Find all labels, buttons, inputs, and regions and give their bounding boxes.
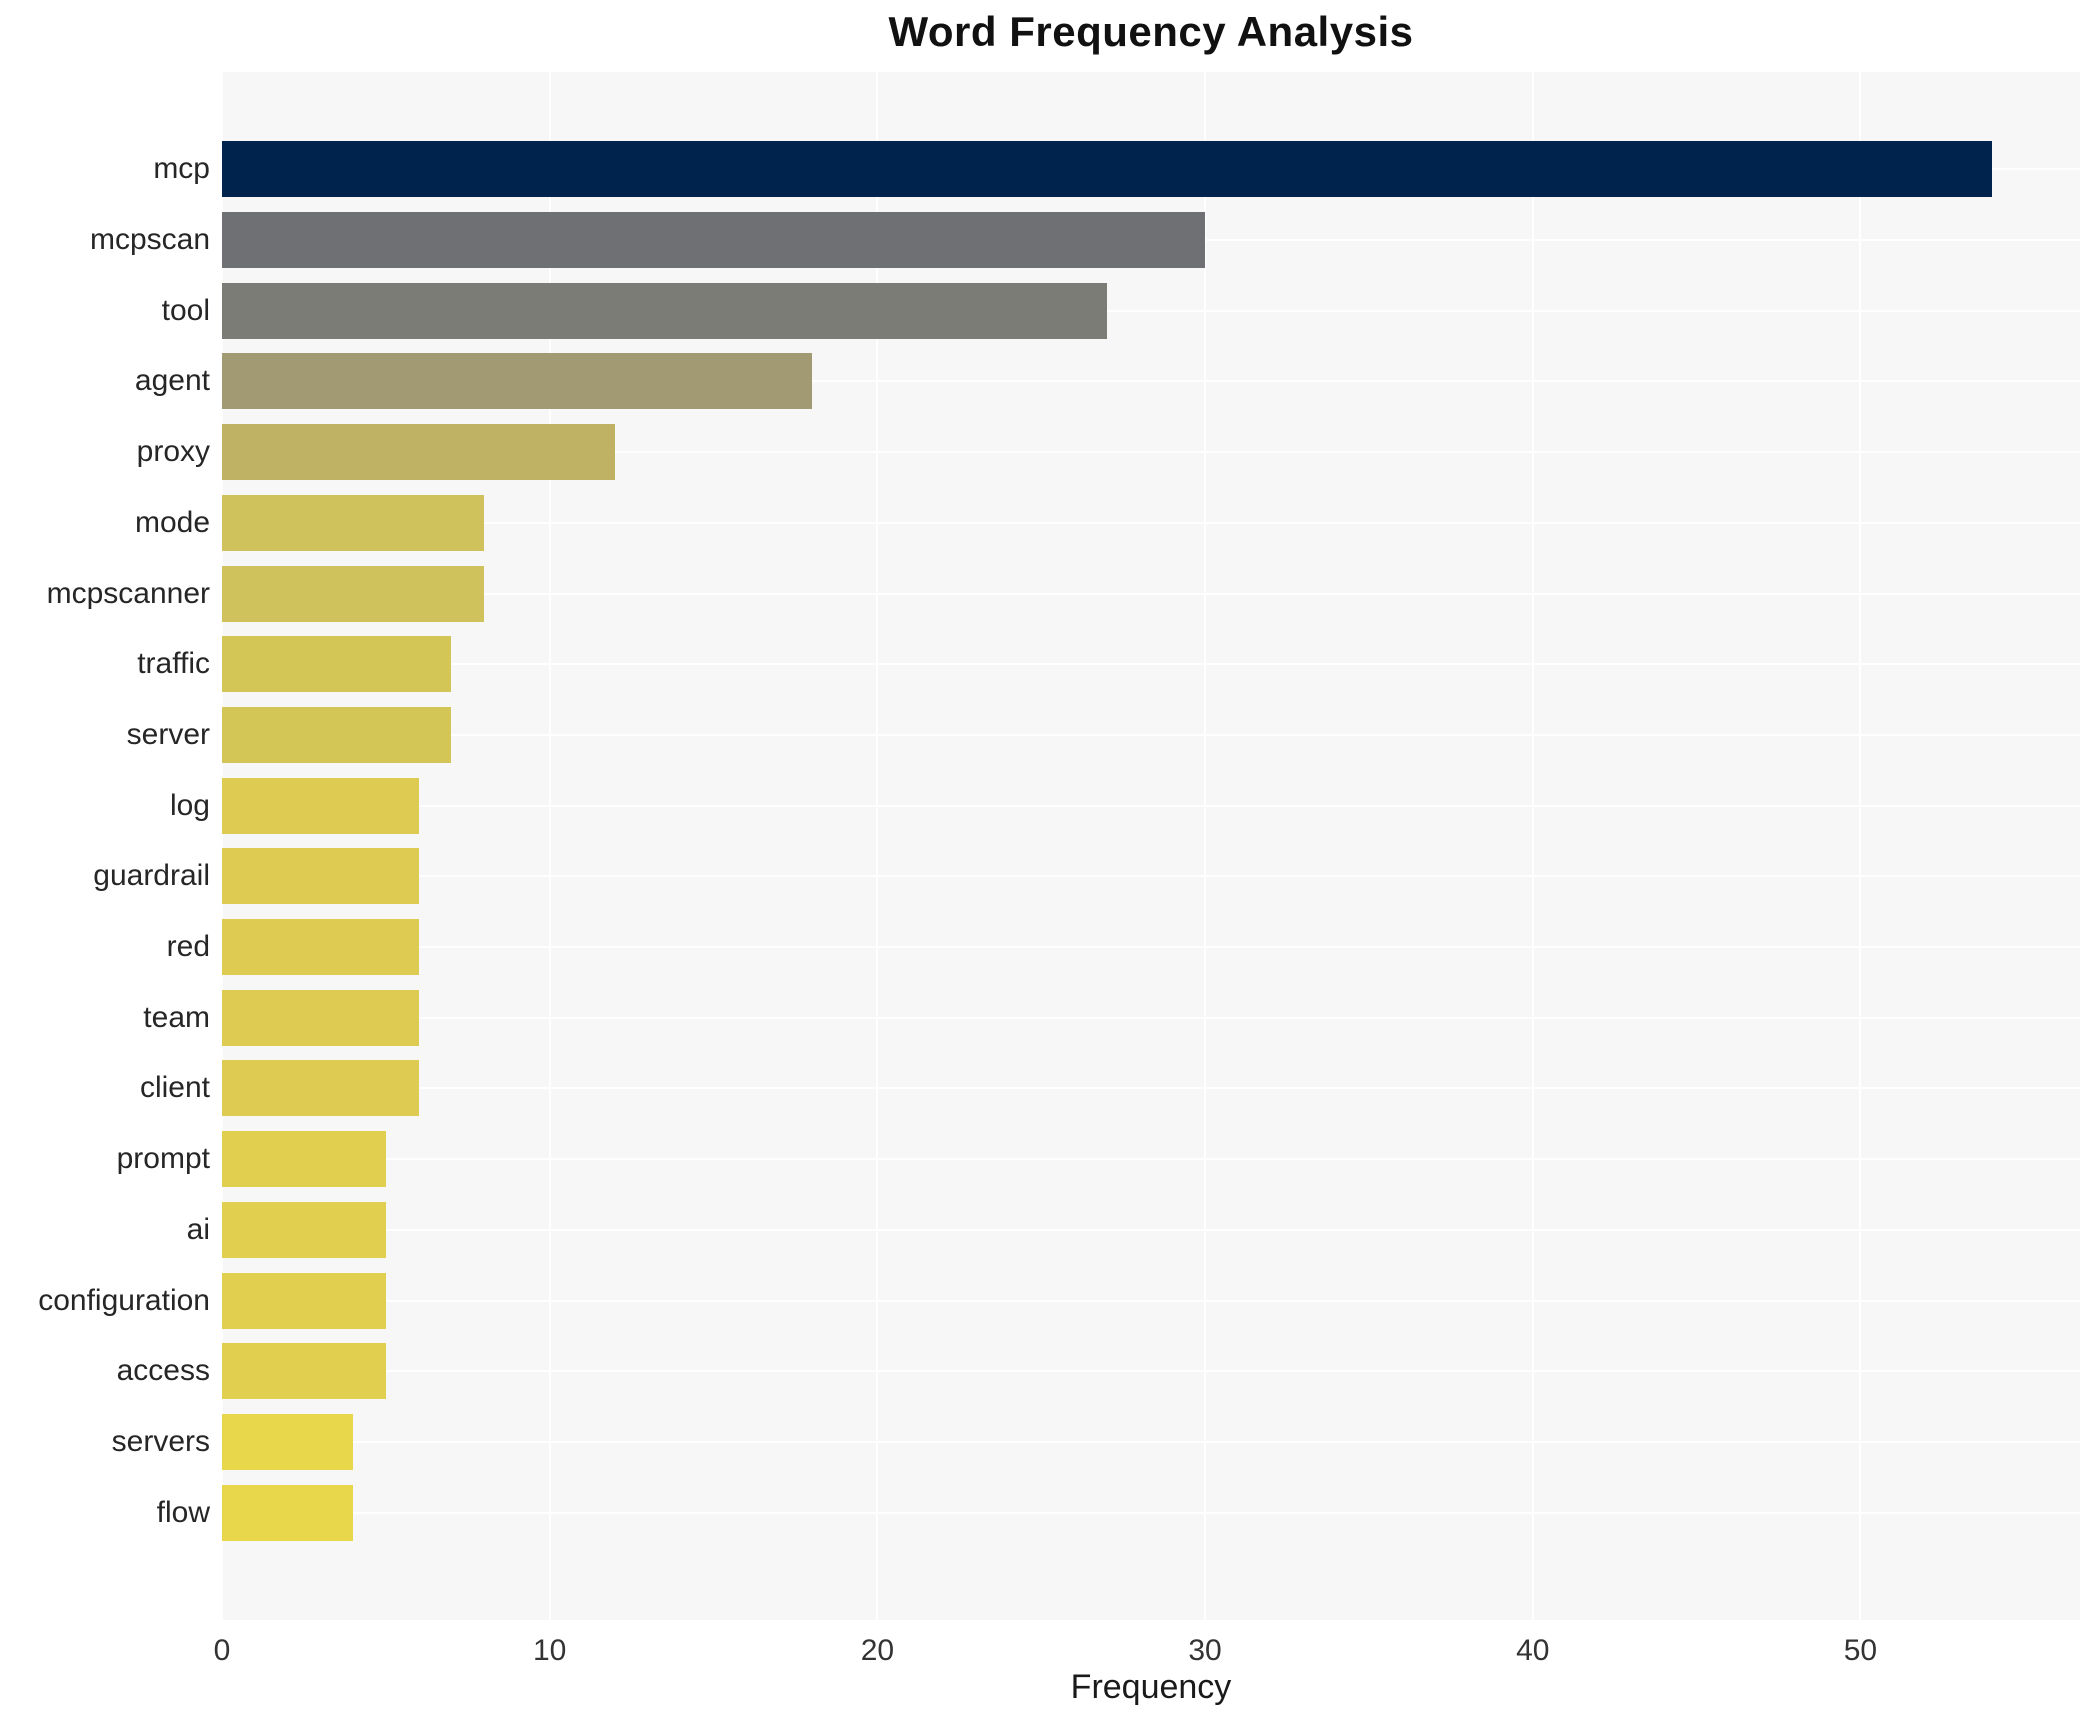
- bar-flow: [222, 1484, 354, 1541]
- category-label-red: red: [166, 930, 210, 964]
- category-label-team: team: [143, 1000, 210, 1034]
- category-label-ai: ai: [186, 1212, 210, 1246]
- gridline-y: [222, 1228, 2080, 1231]
- gridline-y: [222, 663, 2080, 666]
- bar-mode: [222, 494, 485, 551]
- bar-row-access: access: [117, 1336, 2080, 1407]
- bar-row-flow: flow: [157, 1477, 2080, 1548]
- bar-agent: [222, 353, 812, 410]
- category-label-configuration: configuration: [38, 1283, 210, 1317]
- bar-servers: [222, 1414, 354, 1470]
- category-label-flow: flow: [156, 1495, 210, 1529]
- category-label-server: server: [126, 717, 210, 751]
- bar-client: [222, 1060, 419, 1117]
- x-tick-20: 20: [860, 1634, 895, 1667]
- x-axis-label: Frequency: [1070, 1668, 1232, 1706]
- bar-row-servers: servers: [112, 1407, 2080, 1478]
- bar-row-mcpscan: mcpscan: [90, 205, 2080, 276]
- bar-mcpscan: [222, 212, 1206, 269]
- bar-mcp: [222, 141, 1992, 198]
- category-label-mcpscan: mcpscan: [89, 223, 210, 257]
- category-label-access: access: [116, 1354, 210, 1388]
- bar-proxy: [222, 424, 616, 481]
- bar-row-mcpscanner: mcpscanner: [47, 558, 2080, 629]
- category-label-prompt: prompt: [116, 1142, 210, 1176]
- bar-row-log: log: [170, 770, 2080, 841]
- gridline-y: [222, 875, 2080, 878]
- bar-rows: mcp mcpscan tool agent proxy mode mcpscanner tr…: [38, 134, 2080, 1548]
- gridline-y: [222, 804, 2080, 807]
- bar-tool: [222, 282, 1107, 339]
- bar-row-agent: agent: [135, 346, 2080, 417]
- category-label-log: log: [169, 788, 210, 822]
- category-label-mcpscanner: mcpscanner: [46, 576, 210, 610]
- bar-guardrail: [222, 848, 419, 905]
- bar-row-server: server: [127, 700, 2080, 771]
- gridline-y: [222, 1016, 2080, 1019]
- chart-title: Word Frequency Analysis: [888, 8, 1414, 55]
- bar-row-team: team: [143, 982, 2080, 1053]
- bar-row-prompt: prompt: [117, 1124, 2080, 1195]
- bar-row-tool: tool: [162, 275, 2080, 346]
- bar-team: [222, 989, 419, 1046]
- bar-row-configuration: configuration: [38, 1265, 2080, 1336]
- gridline-y: [222, 946, 2080, 949]
- bar-server: [222, 706, 452, 763]
- x-tick-50: 50: [1843, 1634, 1878, 1667]
- gridline-y: [222, 521, 2080, 524]
- x-tick-30: 30: [1188, 1634, 1222, 1667]
- category-label-servers: servers: [111, 1425, 210, 1458]
- gridline-y: [222, 380, 2080, 383]
- category-label-agent: agent: [134, 364, 210, 398]
- category-label-mode: mode: [134, 505, 210, 539]
- category-label-proxy: proxy: [136, 435, 210, 469]
- gridline-x-50: [1859, 72, 1862, 1620]
- gridline-y: [222, 451, 2080, 454]
- category-label-client: client: [139, 1071, 210, 1105]
- bar-ai: [222, 1201, 386, 1258]
- gridline-y: [222, 733, 2080, 736]
- gridline-x-20: [876, 72, 879, 1620]
- category-label-traffic: traffic: [137, 647, 210, 681]
- bar-red: [222, 919, 419, 976]
- plot-area: mcp mcpscan tool agent proxy mode mcpscanner tr…: [38, 72, 2080, 1620]
- bar-row-red: red: [167, 912, 2080, 983]
- x-tick-40: 40: [1516, 1634, 1550, 1667]
- bar-access: [222, 1343, 386, 1400]
- bar-mcpscanner: [222, 565, 485, 622]
- gridline-x-40: [1531, 72, 1534, 1620]
- bar-row-traffic: traffic: [137, 629, 2080, 700]
- category-label-mcp: mcp: [153, 152, 210, 186]
- x-tick-0: 0: [213, 1634, 231, 1667]
- gridline-y: [222, 309, 2080, 312]
- gridline-y: [222, 1158, 2080, 1161]
- bar-traffic: [222, 636, 452, 693]
- bar-row-ai: ai: [187, 1195, 2080, 1266]
- bar-row-mode: mode: [135, 488, 2080, 559]
- gridline-y: [222, 1511, 2080, 1514]
- gridline-x-30: [1204, 72, 1207, 1620]
- category-label-guardrail: guardrail: [93, 859, 210, 893]
- gridline-x-0: [221, 72, 223, 1620]
- bar-row-client: client: [140, 1053, 2080, 1124]
- category-label-tool: tool: [161, 293, 210, 327]
- x-tick-10: 10: [533, 1634, 567, 1667]
- bar-row-guardrail: guardrail: [93, 841, 2080, 912]
- gridline-y: [222, 1370, 2080, 1373]
- x-axis-ticks: 0 10 20 30 40 50: [214, 1634, 2080, 1674]
- gridline-y: [222, 592, 2080, 595]
- bar-configuration: [222, 1272, 386, 1329]
- gridline-x-10: [548, 72, 551, 1620]
- gridline-y: [222, 1299, 2080, 1302]
- gridline-y: [222, 1087, 2080, 1090]
- bar-row-proxy: proxy: [137, 417, 2080, 488]
- bar-row-mcp: mcp: [153, 134, 2080, 205]
- gridline-y: [222, 1441, 2080, 1443]
- bar-log: [222, 777, 419, 834]
- bar-prompt: [222, 1131, 386, 1188]
